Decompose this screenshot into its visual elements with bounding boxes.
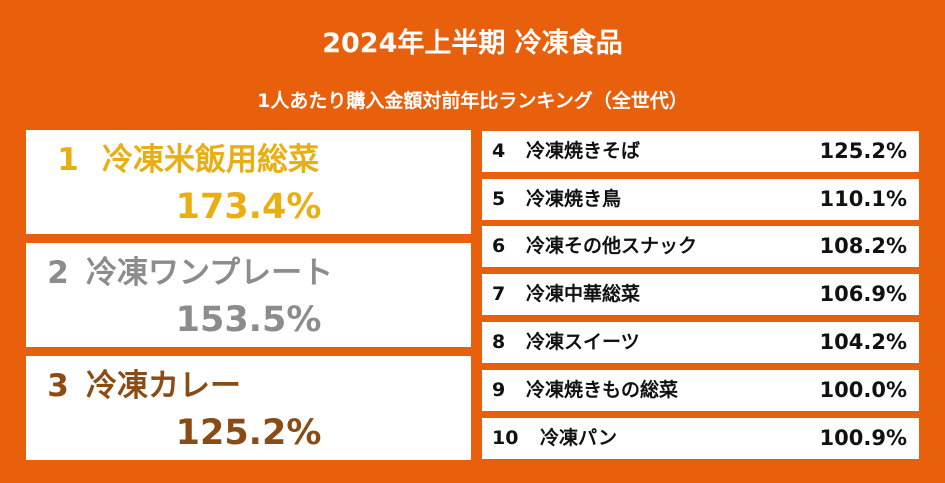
rank-number: 6 — [492, 235, 506, 257]
rank-number: 3 — [47, 368, 69, 404]
ranking-card-2-header: 2 冷凍ワンプレート — [40, 253, 333, 293]
category-name: 冷凍米飯用総菜 — [102, 142, 319, 178]
ratio-value: 100.0% — [819, 378, 907, 402]
ratio-value: 153.5% — [175, 300, 322, 340]
category-name: 冷凍スイーツ — [526, 331, 640, 353]
rank-number: 8 — [492, 331, 506, 353]
ratio-value: 106.9% — [819, 282, 907, 306]
ranking-row-5: 5 冷凍焼き鳥 110.1% — [482, 179, 919, 220]
ranking-row-10: 10 冷凍パン 100.9% — [482, 418, 919, 459]
category-name: 冷凍焼き鳥 — [526, 188, 622, 210]
chart-title: 2024年上半期 冷凍食品 — [322, 28, 623, 59]
rank-number: 5 — [492, 188, 506, 210]
ranking-card-1-header: 1 冷凍米飯用総菜 — [40, 140, 319, 180]
ratio-value: 104.2% — [819, 330, 907, 354]
ratio-value: 125.2% — [175, 413, 322, 453]
ranking-row-7: 7 冷凍中華総菜 106.9% — [482, 274, 919, 315]
ranking-row-4: 4 冷凍焼きそば 125.2% — [482, 131, 919, 172]
ranking-card-2: 2 冷凍ワンプレート 153.5% — [26, 243, 471, 347]
category-name: 冷凍ワンプレート — [86, 255, 334, 291]
ratio-value: 125.2% — [819, 139, 907, 163]
ranking-row-6: 6 冷凍その他スナック 108.2% — [482, 226, 919, 267]
rank-number: 9 — [492, 379, 506, 401]
rank-number: 10 — [492, 427, 519, 449]
category-name: 冷凍カレー — [86, 368, 241, 404]
ranking-card-3: 3 冷凍カレー 125.2% — [26, 356, 471, 460]
ranking-card-3-header: 3 冷凍カレー — [40, 366, 241, 406]
ranking-row-8: 8 冷凍スイーツ 104.2% — [482, 322, 919, 363]
ranking-row-9: 9 冷凍焼きもの総菜 100.0% — [482, 370, 919, 411]
category-name: 冷凍中華総菜 — [526, 283, 641, 305]
category-name: 冷凍その他スナック — [526, 235, 698, 257]
ratio-value: 100.9% — [819, 426, 907, 450]
ratio-value: 108.2% — [819, 234, 907, 258]
chart-subtitle: 1人あたり購入金額対前年比ランキング（全世代） — [257, 90, 688, 112]
category-name: 冷凍パン — [540, 427, 617, 449]
category-name: 冷凍焼きもの総菜 — [526, 379, 679, 401]
rank-number: 1 — [57, 142, 79, 178]
ratio-value: 110.1% — [819, 187, 907, 211]
rank-number: 4 — [492, 140, 506, 162]
rank-number: 2 — [47, 255, 69, 291]
ranking-card-1: 1 冷凍米飯用総菜 173.4% — [26, 130, 471, 234]
category-name: 冷凍焼きそば — [526, 140, 641, 162]
ratio-value: 173.4% — [175, 187, 322, 227]
rank-number: 7 — [492, 283, 506, 305]
